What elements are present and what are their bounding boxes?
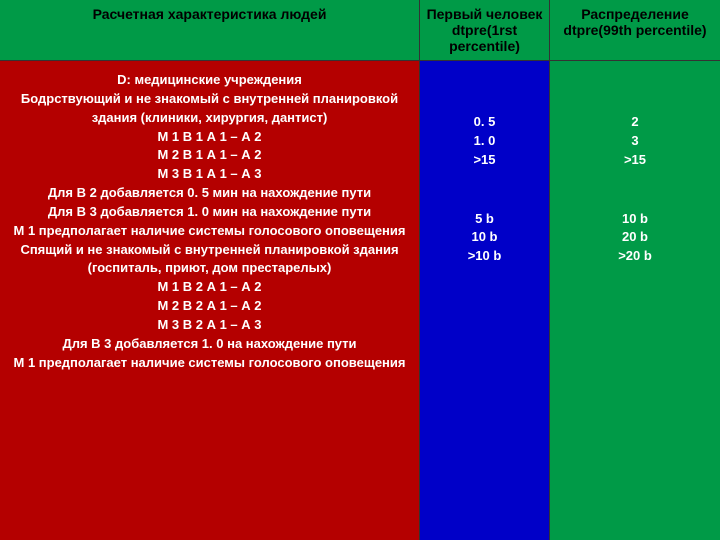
values-group-2: 5 b 10 b >10 b [424, 210, 545, 267]
table-header-row: Расчетная характеристика людей Первый че… [0, 0, 720, 61]
desc-line: Для В 2 добавляется 0. 5 мин на нахожден… [8, 184, 411, 203]
desc-line: D: медицинские учреждения [8, 71, 411, 90]
desc-line: Для В 3 добавляется 1. 0 мин на нахожден… [8, 203, 411, 222]
data-table: Расчетная характеристика людей Первый че… [0, 0, 720, 540]
value: 1. 0 [424, 132, 545, 151]
value: >20 b [554, 247, 716, 266]
desc-line: Для В 3 добавляется 1. 0 на нахождение п… [8, 335, 411, 354]
desc-line: М 1 В 2 А 1 – А 2 [8, 278, 411, 297]
table-body-row: D: медицинские учреждения Бодрствующий и… [0, 61, 720, 540]
value: 20 b [554, 228, 716, 247]
desc-line: М 3 В 1 А 1 – А 3 [8, 165, 411, 184]
desc-line: М 1 предполагает наличие системы голосов… [8, 354, 411, 373]
desc-line: М 2 В 1 А 1 – А 2 [8, 146, 411, 165]
value: >15 [424, 151, 545, 170]
desc-line: Спящий и не знакомый с внутренней планир… [8, 241, 411, 260]
desc-line: М 2 В 2 А 1 – А 2 [8, 297, 411, 316]
desc-line: М 1 предполагает наличие системы голосов… [8, 222, 411, 241]
desc-line: здания (клиники, хирургия, дантист) [8, 109, 411, 128]
values-group-1: 2 3 >15 [554, 113, 716, 170]
value: 5 b [424, 210, 545, 229]
desc-line: Бодрствующий и не знакомый с внутренней … [8, 90, 411, 109]
desc-line: М 1 В 1 А 1 – А 2 [8, 128, 411, 147]
header-distribution: Распределение dtpre(99th percentile) [550, 0, 720, 60]
value: 10 b [554, 210, 716, 229]
value: 2 [554, 113, 716, 132]
value: 3 [554, 132, 716, 151]
value: >15 [554, 151, 716, 170]
body-characteristic: D: медицинские учреждения Бодрствующий и… [0, 61, 420, 540]
header-characteristic: Расчетная характеристика людей [0, 0, 420, 60]
body-first-person: 0. 5 1. 0 >15 5 b 10 b >10 b [420, 61, 550, 540]
body-distribution: 2 3 >15 10 b 20 b >20 b [550, 61, 720, 540]
value: 10 b [424, 228, 545, 247]
value: 0. 5 [424, 113, 545, 132]
values-group-1: 0. 5 1. 0 >15 [424, 113, 545, 170]
header-first-person: Первый человек dtpre(1rst percentile) [420, 0, 550, 60]
desc-line: (госпиталь, приют, дом престарелых) [8, 259, 411, 278]
desc-line: М 3 В 2 А 1 – А 3 [8, 316, 411, 335]
values-group-2: 10 b 20 b >20 b [554, 210, 716, 267]
value: >10 b [424, 247, 545, 266]
